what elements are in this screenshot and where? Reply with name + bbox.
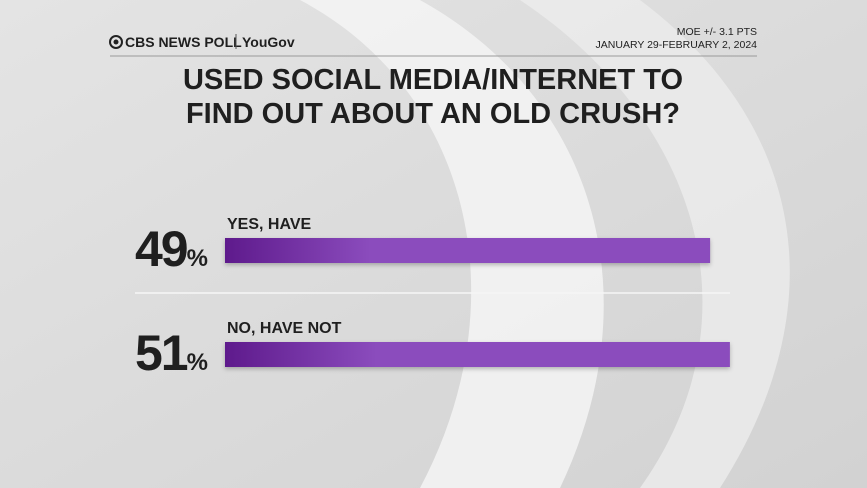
brand: CBS NEWS POLL — [125, 34, 242, 50]
dates: JANUARY 29-FEBRUARY 2, 2024 — [596, 39, 758, 51]
value-label: 49% — [135, 221, 208, 277]
category-label: NO, HAVE NOT — [227, 320, 342, 337]
bar — [225, 342, 730, 367]
bar — [225, 238, 711, 263]
value-label: 51% — [135, 325, 208, 381]
category-label: YES, HAVE — [227, 216, 312, 233]
cbs-eye — [113, 39, 119, 45]
moe: MOE +/- 3.1 PTS — [677, 26, 757, 38]
partner: YouGov — [242, 34, 295, 50]
chart-title: USED SOCIAL MEDIA/INTERNET TO — [183, 64, 683, 96]
chart-title: FIND OUT ABOUT AN OLD CRUSH? — [186, 98, 680, 130]
cbs-eye — [109, 35, 123, 49]
